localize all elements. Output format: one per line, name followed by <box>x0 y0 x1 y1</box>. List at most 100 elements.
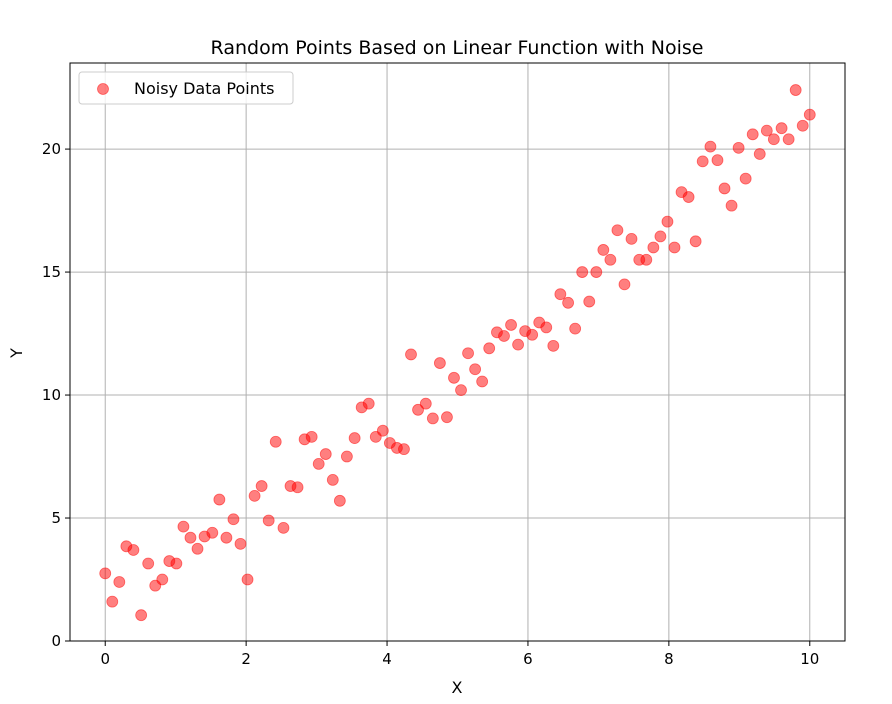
data-point <box>796 119 809 132</box>
data-point <box>135 609 148 622</box>
data-points <box>99 84 816 622</box>
legend: Noisy Data Points <box>78 71 294 105</box>
data-point <box>220 531 233 544</box>
y-tick-label: 10 <box>42 386 61 404</box>
data-point <box>312 458 325 470</box>
data-point <box>348 432 361 444</box>
x-tick-label: 8 <box>664 650 674 668</box>
data-point <box>760 124 773 137</box>
data-point <box>696 155 709 168</box>
data-point <box>156 573 169 586</box>
data-point <box>241 573 254 586</box>
data-point <box>540 321 553 334</box>
data-point <box>441 411 453 424</box>
data-point <box>498 330 510 342</box>
data-point <box>262 514 275 527</box>
data-point <box>640 253 653 266</box>
data-point <box>789 84 802 96</box>
y-tick-label: 20 <box>42 140 61 158</box>
data-point <box>170 557 183 570</box>
data-point <box>597 244 610 256</box>
legend-label: Noisy Data Points <box>134 79 274 98</box>
data-point <box>333 494 346 507</box>
data-point <box>277 521 290 534</box>
data-point <box>319 448 332 460</box>
data-point <box>326 473 339 486</box>
data-point <box>576 266 589 278</box>
data-point <box>590 266 603 278</box>
data-point <box>483 342 496 355</box>
data-point <box>718 182 731 195</box>
data-point <box>469 363 482 376</box>
data-point <box>661 215 674 228</box>
chart-title: Random Points Based on Linear Function w… <box>211 37 704 59</box>
data-point <box>647 241 660 254</box>
x-axis-label: X <box>452 678 463 697</box>
data-point <box>419 397 432 410</box>
x-tick-label: 0 <box>100 650 110 668</box>
y-axis-label: Y <box>7 348 26 359</box>
data-point <box>305 430 318 443</box>
data-point <box>611 224 624 237</box>
data-point <box>462 347 474 360</box>
data-point <box>476 375 489 388</box>
data-point <box>689 235 702 248</box>
data-point <box>127 544 140 556</box>
data-point <box>142 557 155 570</box>
y-tick-label: 0 <box>51 632 61 650</box>
data-point <box>412 403 424 416</box>
data-point <box>775 122 788 135</box>
data-point <box>248 489 261 502</box>
data-point <box>583 295 596 308</box>
y-tick-label: 15 <box>42 263 61 281</box>
data-point <box>704 140 717 153</box>
data-point <box>505 319 517 331</box>
x-tick-label: 6 <box>523 650 533 668</box>
data-point <box>526 328 539 341</box>
data-point <box>340 450 353 463</box>
data-point <box>512 338 524 351</box>
data-point <box>291 481 304 494</box>
data-point <box>569 322 582 335</box>
data-point <box>746 128 759 141</box>
x-tick-label: 10 <box>800 650 819 668</box>
data-point <box>206 526 219 539</box>
data-point <box>362 397 375 410</box>
data-point <box>184 531 197 544</box>
data-point <box>99 567 112 580</box>
data-point <box>269 435 282 448</box>
data-point <box>177 520 190 533</box>
legend-box <box>78 71 294 105</box>
ticks: 0 2 4 6 8 10 0 5 10 15 20 <box>42 140 819 668</box>
data-point <box>554 288 567 301</box>
data-point <box>191 542 204 555</box>
data-point <box>227 513 240 526</box>
data-point <box>753 148 766 160</box>
data-point <box>455 384 467 397</box>
data-point <box>113 576 126 588</box>
data-point <box>711 154 724 167</box>
data-point <box>803 108 816 121</box>
data-point <box>213 493 226 506</box>
data-point <box>547 339 560 352</box>
y-tick-label: 5 <box>51 509 61 527</box>
x-tick-label: 2 <box>241 650 251 668</box>
data-point <box>668 241 681 254</box>
data-point <box>782 133 795 146</box>
data-point <box>106 595 119 608</box>
data-point <box>448 371 460 384</box>
data-point <box>398 443 410 456</box>
data-point <box>767 133 780 146</box>
data-point <box>433 357 446 369</box>
data-point <box>604 253 617 266</box>
data-point <box>405 348 417 361</box>
data-point <box>654 230 667 243</box>
data-point <box>255 480 268 492</box>
x-tick-label: 4 <box>382 650 392 668</box>
data-point <box>725 199 738 212</box>
data-point <box>739 172 752 185</box>
data-point <box>234 537 247 550</box>
data-point <box>562 296 575 309</box>
